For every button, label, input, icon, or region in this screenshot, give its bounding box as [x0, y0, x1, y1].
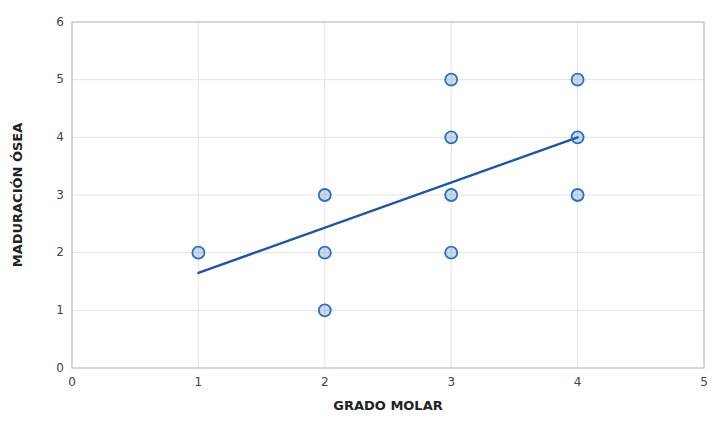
grid	[72, 22, 704, 368]
grid-line-y	[72, 195, 704, 196]
scatter-point	[572, 74, 584, 86]
plot-frame	[72, 22, 704, 368]
scatter-point	[319, 189, 331, 201]
grid-line-y	[72, 79, 704, 80]
trend-line	[198, 137, 577, 273]
scatter-point	[445, 247, 457, 259]
x-tick-label: 1	[195, 375, 203, 389]
x-tick-label: 2	[321, 375, 329, 389]
scatter-point	[572, 189, 584, 201]
x-tick-label: 0	[68, 375, 76, 389]
y-tick-label: 3	[56, 188, 64, 202]
grid-line-y	[72, 252, 704, 253]
y-tick-label: 4	[56, 130, 64, 144]
x-axis-label: GRADO MOLAR	[333, 398, 442, 413]
scatter-point	[572, 131, 584, 143]
background	[0, 0, 728, 426]
scatter-point	[192, 247, 204, 259]
scatter-point	[445, 189, 457, 201]
y-tick-label: 1	[56, 303, 64, 317]
grid-line-y	[72, 310, 704, 311]
y-tick-label: 2	[56, 245, 64, 259]
y-axis-label: MADURACIÓN ÓSEA	[10, 123, 25, 268]
y-tick-label: 6	[56, 15, 64, 29]
chart: 0 1 2 3 4 5 0 1 2 3 4 5 6 GRADO MOLAR MADURACIÓN ÓSEA	[0, 0, 728, 426]
tick-labels: 0 1 2 3 4 5 0 1 2 3 4 5 6	[56, 15, 707, 390]
grid-line-y	[72, 137, 704, 138]
scatter-point	[445, 74, 457, 86]
chart-container: 0 1 2 3 4 5 0 1 2 3 4 5 6 GRADO MOLAR MADURACIÓN ÓSEA	[0, 0, 728, 426]
x-tick-label: 4	[574, 375, 582, 389]
y-tick-label: 0	[56, 361, 64, 375]
x-tick-label: 3	[447, 375, 455, 389]
scatter-point	[319, 304, 331, 316]
x-tick-label: 5	[700, 375, 708, 389]
scatter-point	[445, 131, 457, 143]
y-tick-label: 5	[56, 72, 64, 86]
data-marks	[192, 74, 583, 317]
scatter-point	[319, 247, 331, 259]
